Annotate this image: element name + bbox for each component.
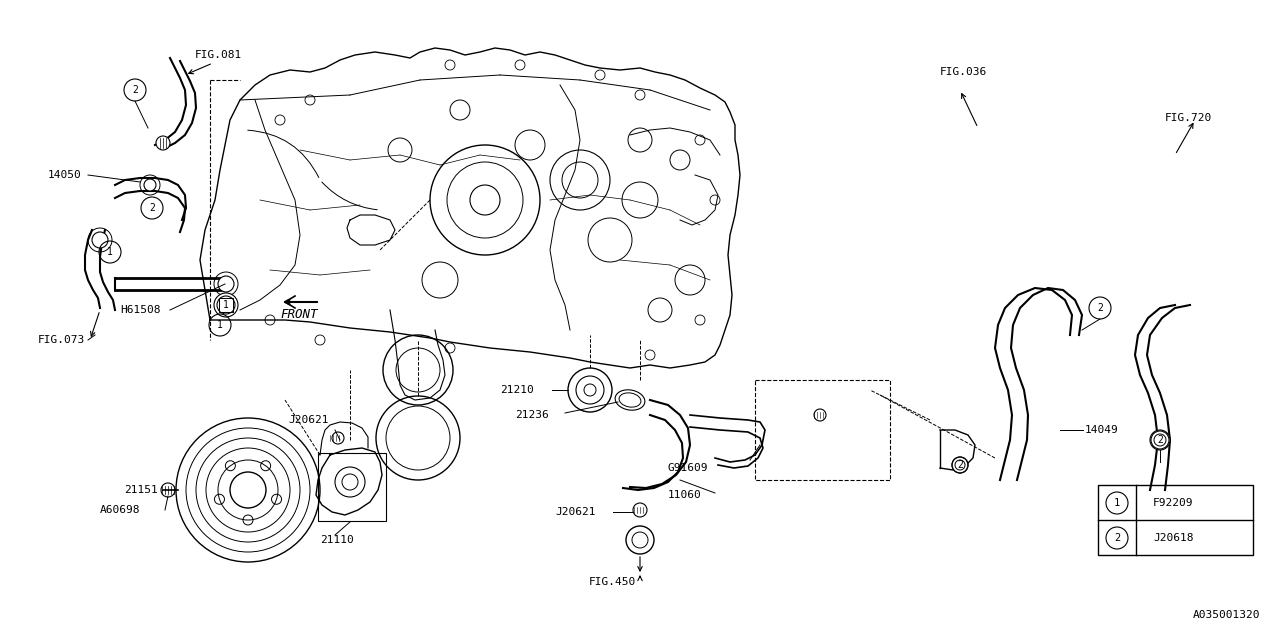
Text: 2: 2 bbox=[1157, 435, 1164, 445]
FancyArrowPatch shape bbox=[321, 182, 378, 210]
Circle shape bbox=[952, 457, 968, 473]
Text: 14049: 14049 bbox=[1085, 425, 1119, 435]
Text: 21236: 21236 bbox=[515, 410, 549, 420]
Text: A60698: A60698 bbox=[100, 505, 141, 515]
Text: 21210: 21210 bbox=[500, 385, 534, 395]
Text: H61508: H61508 bbox=[120, 305, 160, 315]
Circle shape bbox=[156, 136, 170, 150]
Text: 2: 2 bbox=[1097, 303, 1103, 313]
Bar bbox=[755, 380, 890, 480]
Text: 11060: 11060 bbox=[668, 490, 701, 500]
Circle shape bbox=[814, 409, 826, 421]
Text: 14050: 14050 bbox=[49, 170, 82, 180]
Text: 2: 2 bbox=[148, 203, 155, 213]
Text: 1: 1 bbox=[108, 247, 113, 257]
Text: 2: 2 bbox=[1114, 533, 1120, 543]
Circle shape bbox=[143, 179, 156, 191]
Text: F92209: F92209 bbox=[1153, 498, 1193, 508]
Bar bbox=[317, 453, 387, 521]
Text: G91609: G91609 bbox=[668, 463, 709, 473]
Text: FIG.073: FIG.073 bbox=[38, 335, 86, 345]
Text: FRONT: FRONT bbox=[280, 307, 317, 321]
Text: 21151: 21151 bbox=[124, 485, 157, 495]
Circle shape bbox=[218, 276, 234, 292]
Text: 1: 1 bbox=[218, 320, 223, 330]
Circle shape bbox=[92, 232, 108, 248]
Circle shape bbox=[332, 432, 344, 444]
FancyArrowPatch shape bbox=[248, 130, 319, 177]
Text: J20621: J20621 bbox=[288, 415, 329, 425]
Text: 1: 1 bbox=[1114, 498, 1120, 508]
Circle shape bbox=[1149, 430, 1170, 450]
Text: J20618: J20618 bbox=[1153, 533, 1193, 543]
Text: 1: 1 bbox=[223, 300, 229, 310]
Text: FIG.720: FIG.720 bbox=[1165, 113, 1212, 123]
Text: J20621: J20621 bbox=[556, 507, 595, 517]
Text: FIG.036: FIG.036 bbox=[940, 67, 987, 77]
Text: FIG.081: FIG.081 bbox=[195, 50, 242, 60]
Bar bbox=[1098, 485, 1253, 555]
Text: 2: 2 bbox=[132, 85, 138, 95]
Text: 21110: 21110 bbox=[320, 535, 353, 545]
Circle shape bbox=[161, 483, 175, 497]
Text: FIG.450: FIG.450 bbox=[589, 577, 636, 587]
Text: 2: 2 bbox=[957, 460, 963, 470]
Circle shape bbox=[214, 293, 238, 317]
Text: A035001320: A035001320 bbox=[1193, 610, 1260, 620]
Circle shape bbox=[634, 503, 646, 517]
